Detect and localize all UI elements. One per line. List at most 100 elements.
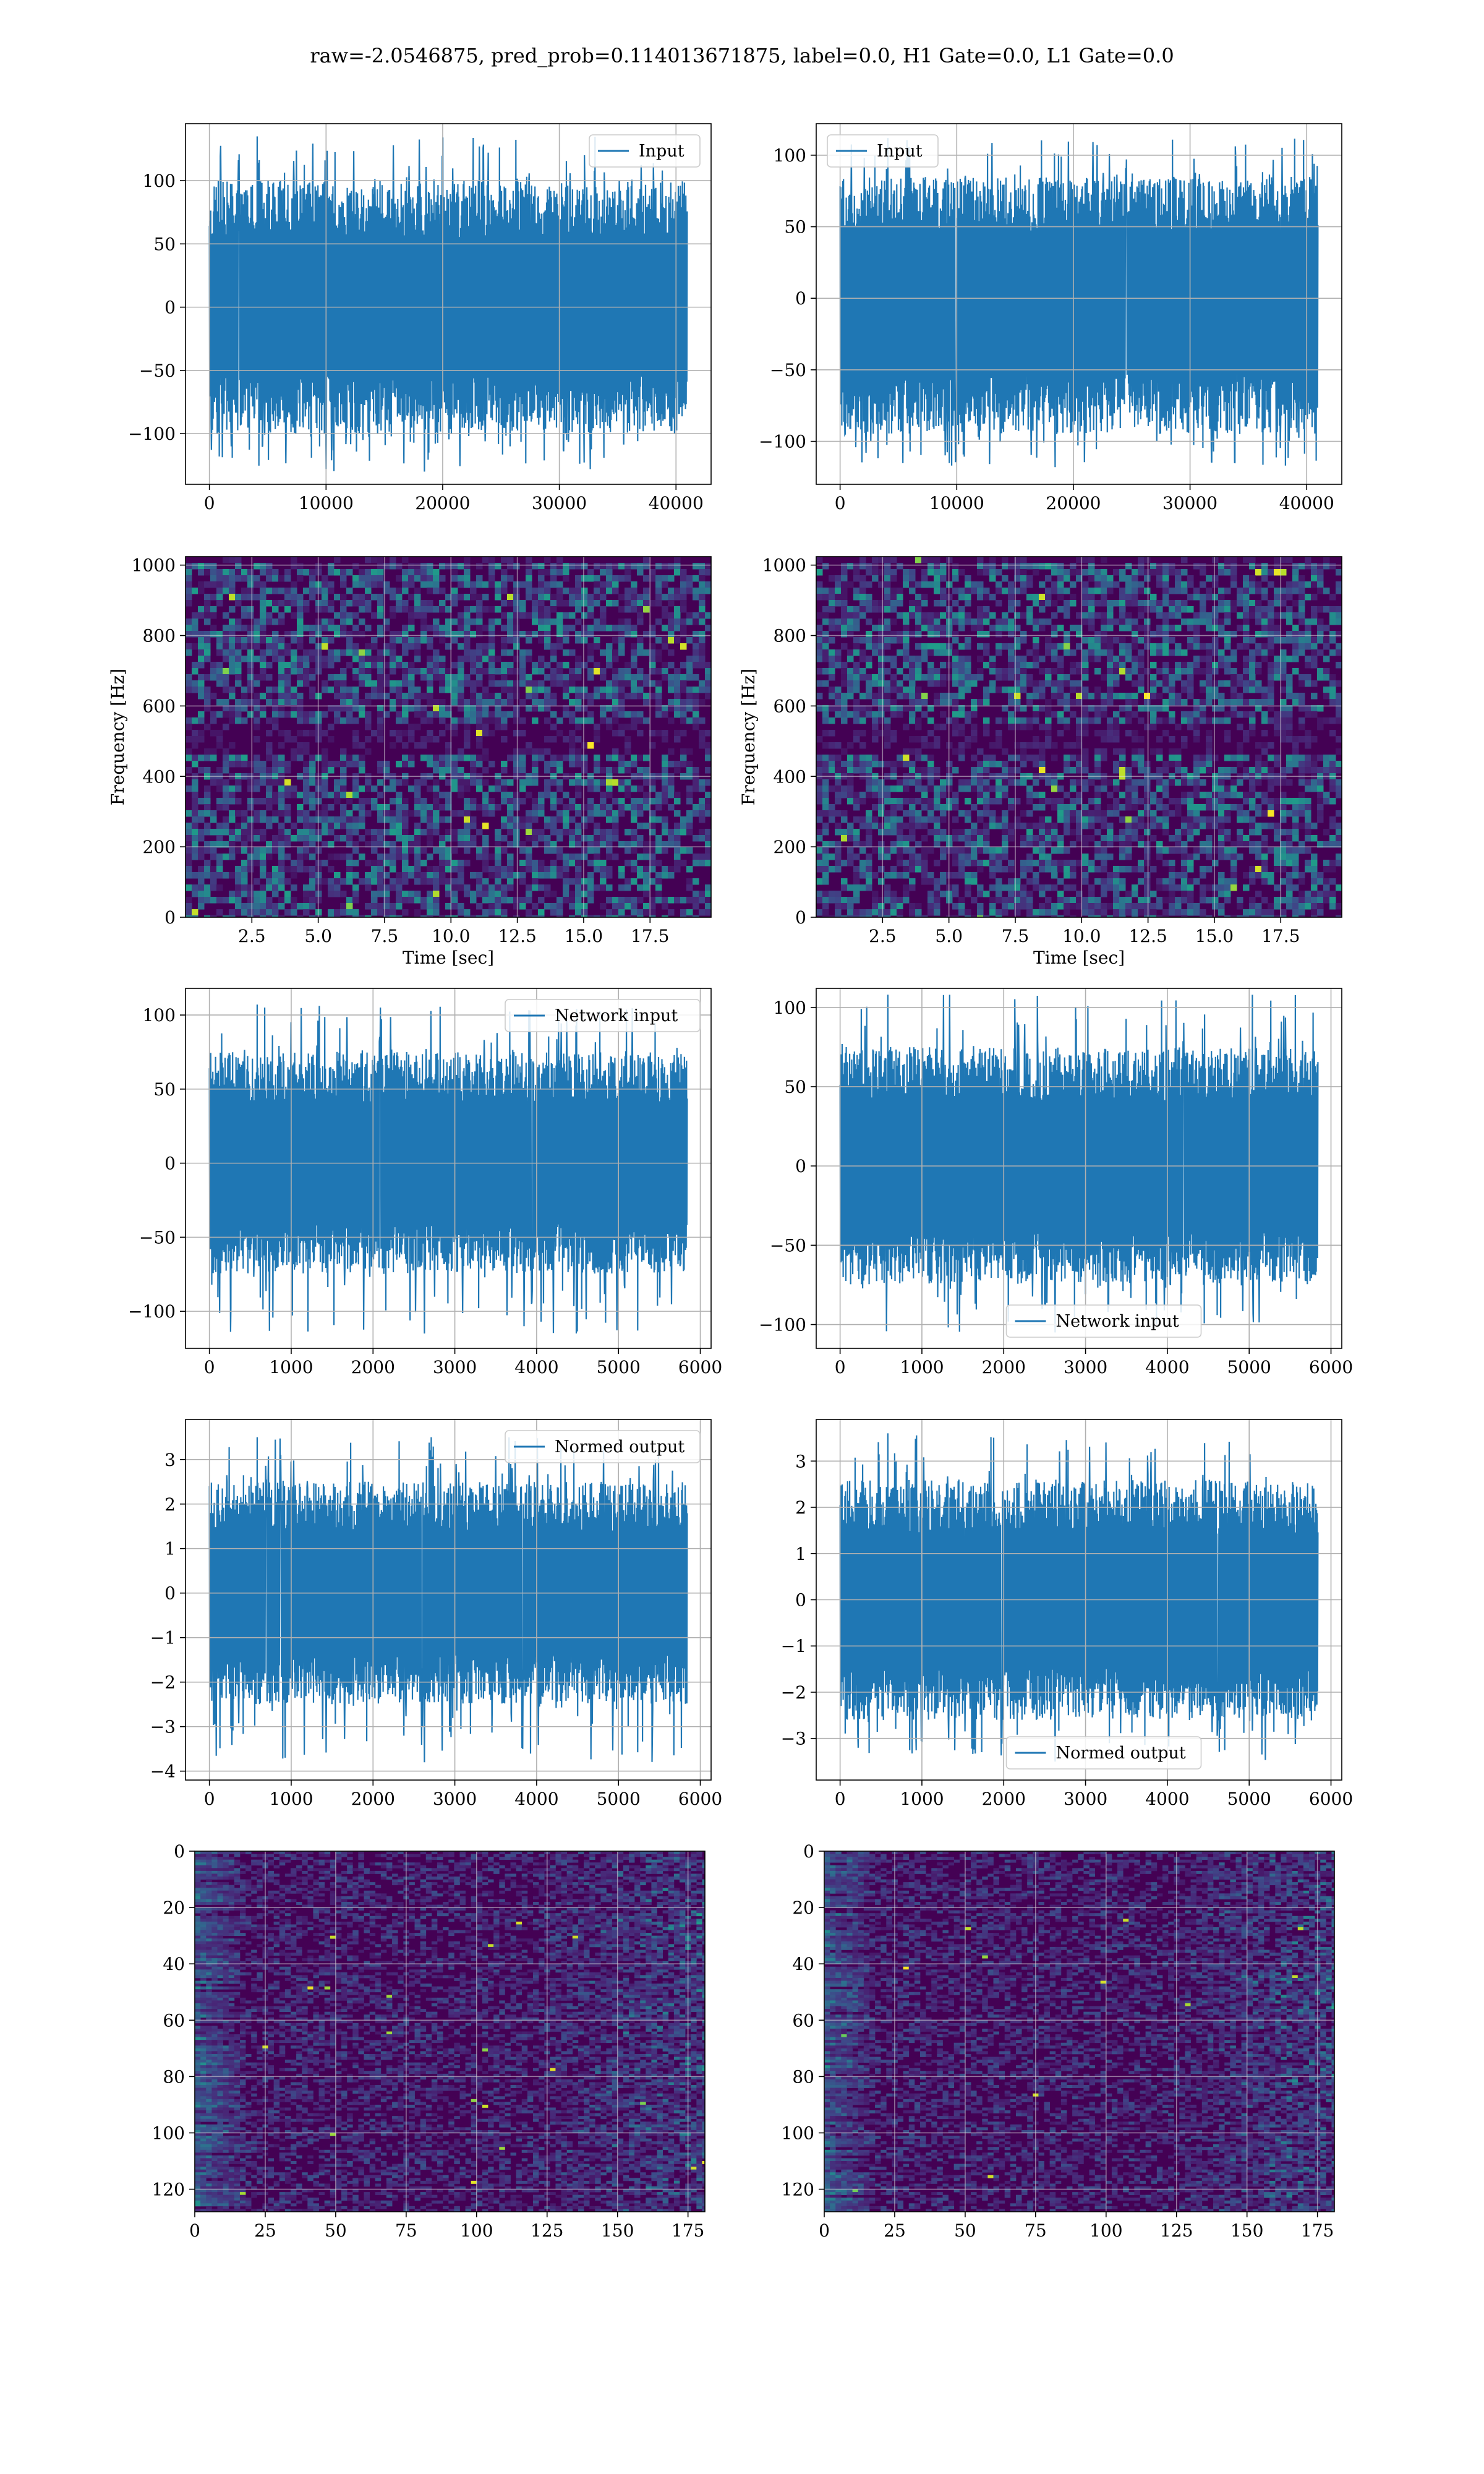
plot-area [839,995,1319,1333]
chart-norm_l1: 0 1000 2000 3000 4000 5000 6000 −3 −2 −1 0 1 2 3 Norme… [781,1419,1353,1809]
x-tick-label: 0 [204,1789,215,1809]
y-tick-label: −2 [781,1682,806,1703]
x-tick-label: 5000 [597,1789,641,1809]
y-tick-label: 200 [774,837,806,857]
chart-input_l1: 0 10000 20000 30000 40000 −100 −50 0 50 100 Input [759,123,1342,513]
y-tick-label: −50 [139,1227,176,1248]
y-tick-label: 50 [153,234,176,254]
x-tick-label: 0 [819,2220,830,2241]
plot-area [816,557,1342,917]
x-tick-label: 50 [325,2220,347,2241]
y-tick-label: 50 [784,1077,806,1097]
y-tick-label: 400 [774,766,806,787]
y-tick-label: 60 [792,2010,814,2031]
x-tick-label: 100 [1090,2220,1122,2241]
x-axis-label: Time [sec] [1033,948,1125,968]
y-tick-label: −50 [770,360,806,380]
x-tick-label: 175 [1301,2220,1334,2241]
series-line [208,136,688,472]
x-tick-label: 2000 [351,1357,395,1377]
x-tick-label: 10.0 [432,926,470,946]
x-tick-label: 20000 [1046,493,1101,513]
x-tick-label: 1000 [269,1789,313,1809]
y-tick-label: −1 [781,1636,806,1656]
y-tick-label: 20 [792,1898,814,1918]
axes-frame [816,123,1342,485]
grid [186,124,711,484]
x-tick-label: 4000 [514,1357,558,1377]
plot-area [186,557,711,917]
x-tick-label: 5.0 [304,926,332,946]
plot-area [195,1851,705,2212]
x-tick-label: 3000 [1064,1789,1107,1809]
chart-net_l1: 0 1000 2000 3000 4000 5000 6000 −100 −50 0 50 100 Ne… [759,988,1353,1377]
axes-frame [185,988,712,1349]
legend: Network input [505,999,701,1032]
legend-label: Network input [555,1006,678,1025]
y-tick-label: 0 [164,1154,176,1174]
y-tick-label: 40 [163,1954,185,1974]
y-tick-label: −1 [150,1628,176,1648]
x-tick-label: 6000 [678,1357,722,1377]
x-tick-label: 0 [189,2220,200,2241]
y-tick-label: 20 [163,1898,185,1918]
x-tick-label: 150 [1230,2220,1263,2241]
x-tick-label: 125 [1160,2220,1193,2241]
x-tick-label: 0 [835,1789,846,1809]
y-tick-label: 1 [164,1539,176,1559]
y-tick-label: −100 [128,424,176,444]
y-tick-label: 50 [784,217,806,238]
y-tick-label: 60 [163,2010,185,2031]
x-tick-label: 40000 [1279,493,1334,513]
x-tick-label: 2000 [982,1357,1026,1377]
y-tick-label: 1000 [762,555,806,576]
y-tick-label: 0 [795,1590,806,1611]
legend: Input [827,134,939,168]
chart-spec_h1: 2.5 5.0 7.5 10.0 12.5 15.0 17.5 0 200 400 600 800 10… [108,555,712,968]
y-tick-label: 100 [782,2123,814,2143]
x-tick-label: 1000 [900,1357,944,1377]
x-tick-label: 125 [531,2220,563,2241]
y-tick-label: −50 [139,361,176,381]
plot-area [839,138,1319,468]
chart-spec_l1: 2.5 5.0 7.5 10.0 12.5 15.0 17.5 0 200 400 600 800 10… [738,555,1342,968]
legend-label: Input [639,142,684,161]
x-tick-label: 12.5 [1128,926,1167,946]
x-tick-label: 6000 [1309,1357,1353,1377]
y-tick-label: 0 [174,1841,185,1862]
x-tick-label: 6000 [678,1789,722,1809]
x-tick-label: 7.5 [371,926,399,946]
y-tick-label: −2 [150,1672,176,1693]
y-tick-label: 40 [792,1954,814,1974]
y-tick-label: −100 [759,1315,806,1335]
x-tick-label: 7.5 [1002,926,1030,946]
x-tick-label: 15.0 [565,926,603,946]
plot-area [208,1437,688,1763]
legend-label: Network input [1056,1312,1179,1331]
series-line [208,1437,688,1763]
y-tick-label: −100 [759,432,806,452]
chart-norm_h1: 0 1000 2000 3000 4000 5000 6000 −4 −3 −2 −1 0 1 2 3 Nor… [150,1419,722,1809]
y-tick-label: 2 [164,1494,176,1515]
y-tick-label: 2 [795,1497,806,1518]
x-tick-label: 10000 [929,493,984,513]
x-tick-label: 75 [395,2220,417,2241]
y-axis-label: Frequency [Hz] [108,669,128,805]
x-tick-label: 30000 [1162,493,1217,513]
figure-title: raw=-2.0546875, pred_prob=0.114013671875… [310,44,1174,67]
axes-frame [185,123,712,485]
x-tick-label: 5000 [1227,1789,1271,1809]
x-tick-label: 25 [884,2220,906,2241]
x-tick-label: 3000 [433,1357,477,1377]
x-tick-label: 25 [254,2220,276,2241]
y-tick-label: 3 [795,1451,806,1471]
x-tick-label: 4000 [1145,1789,1189,1809]
y-tick-label: 0 [164,297,176,318]
y-tick-label: 100 [774,145,806,166]
x-tick-label: 2.5 [869,926,897,946]
x-tick-label: 0 [204,493,215,513]
y-axis-label: Frequency [Hz] [738,669,759,805]
y-tick-label: 600 [774,696,806,716]
x-tick-label: 2.5 [238,926,266,946]
y-tick-label: 1000 [132,555,176,576]
